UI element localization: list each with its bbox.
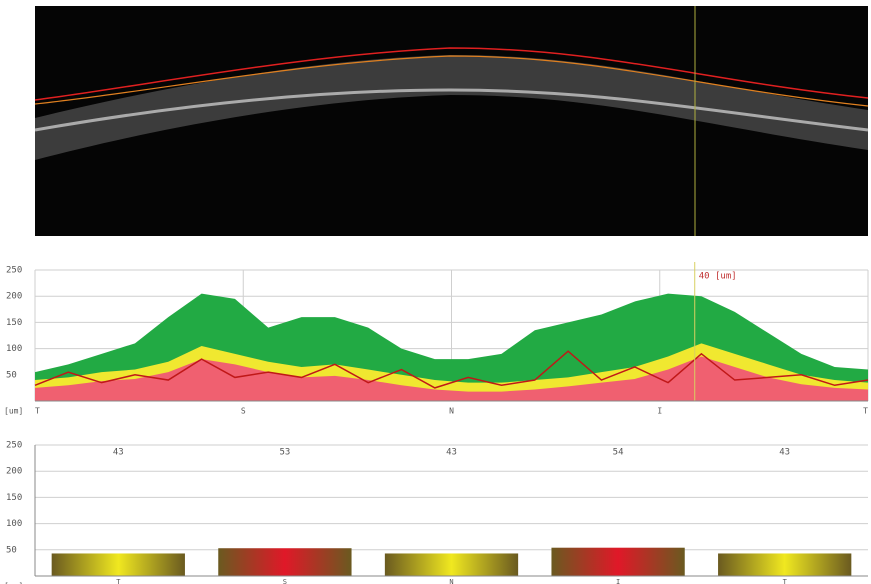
bar: [551, 547, 685, 576]
retina-layer: [35, 55, 868, 160]
x-tick-label: S: [241, 407, 246, 416]
y-axis-label: [um]: [4, 407, 23, 416]
x-tick-label: T: [863, 407, 868, 416]
x-tick-label: T: [783, 578, 788, 584]
patient-line: [34, 350, 869, 389]
y-tick-label: 150: [6, 493, 22, 503]
x-tick-label: N: [449, 407, 454, 416]
oct-scan: [34, 6, 869, 236]
y-tick-label: 100: [6, 344, 22, 354]
area: [35, 356, 868, 401]
rpe-layer: [34, 88, 869, 132]
y-tick-label: 200: [6, 292, 22, 302]
x-tick-label: T: [116, 578, 121, 584]
y-tick-label: 50: [6, 370, 17, 380]
bar: [384, 553, 519, 576]
value-label: 53: [279, 448, 290, 458]
y-tick-label: 250: [6, 441, 22, 451]
x-tick-label: I: [657, 407, 662, 416]
y-axis-label: [um]: [4, 582, 23, 584]
value-label: 54: [613, 448, 624, 458]
rnfl-line: [34, 55, 869, 107]
value-label: 43: [779, 448, 790, 458]
bar: [718, 553, 852, 576]
y-tick-label: 200: [6, 467, 22, 477]
x-tick-label: T: [35, 407, 40, 416]
y-tick-label: 250: [6, 266, 22, 276]
bar: [51, 553, 185, 576]
x-tick-label: N: [449, 578, 453, 584]
annotation: 40 [um]: [699, 272, 737, 282]
y-tick-label: 150: [6, 318, 22, 328]
x-tick-label: I: [616, 578, 620, 584]
bar: [218, 548, 352, 576]
x-tick-label: S: [283, 578, 287, 584]
value-label: 43: [113, 448, 124, 458]
ilm-line: [34, 47, 869, 101]
y-tick-label: 100: [6, 519, 22, 529]
value-label: 43: [446, 448, 457, 458]
y-tick-label: 50: [6, 545, 17, 555]
